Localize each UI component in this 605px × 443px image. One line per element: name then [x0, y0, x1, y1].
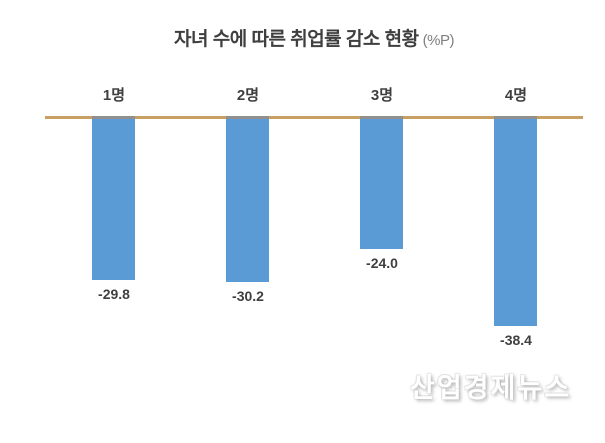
bar-column: 2명 -30.2: [214, 0, 282, 443]
value-label: -38.4: [500, 332, 532, 348]
value-label: -24.0: [366, 255, 398, 271]
bar: [360, 116, 403, 249]
news-watermark: 산업경제뉴스: [410, 373, 572, 403]
value-label: -30.2: [232, 288, 264, 304]
bar: [226, 116, 269, 282]
category-label: 4명: [504, 87, 528, 104]
bar-column: 1명 -29.8: [80, 0, 148, 443]
bar-column: 4명 -38.4: [482, 0, 550, 443]
chart-title-unit: (%P): [422, 32, 455, 49]
category-label: 2명: [236, 87, 260, 104]
bar-column: 3명 -24.0: [348, 0, 416, 443]
bar: [92, 116, 135, 280]
value-label: -29.8: [98, 286, 130, 302]
category-label: 1명: [102, 87, 126, 104]
x-axis-line: [45, 116, 583, 119]
chart-title: 자녀 수에 따른 취업률 감소 현황 (%P): [45, 24, 583, 51]
chart-title-text: 자녀 수에 따른 취업률 감소 현황: [174, 29, 419, 50]
bar: [494, 116, 537, 326]
category-label: 3명: [370, 87, 394, 104]
